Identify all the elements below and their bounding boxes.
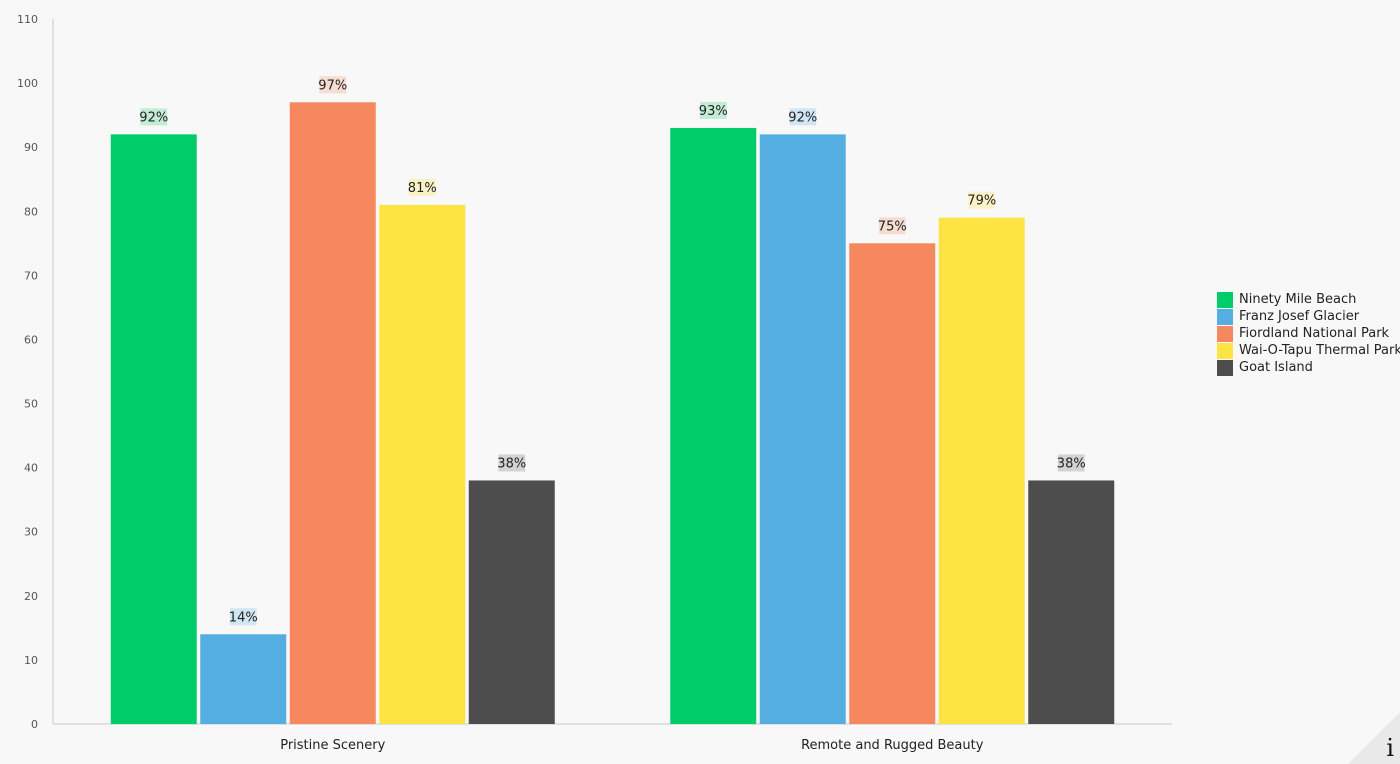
legend-swatch	[1217, 325, 1233, 342]
y-tick-label: 20	[24, 590, 38, 603]
y-tick-label: 30	[24, 526, 38, 539]
legend-label: Wai-O-Tapu Thermal Park	[1239, 343, 1400, 358]
y-tick-label: 40	[24, 462, 38, 475]
bar[interactable]	[200, 634, 287, 724]
data-label: 92%	[788, 110, 817, 125]
data-label: 79%	[967, 194, 996, 209]
bar[interactable]	[289, 102, 376, 725]
data-label-background	[319, 76, 347, 94]
legend-item[interactable]: Wai-O-Tapu Thermal Park	[1217, 342, 1400, 359]
y-tick-label: 10	[24, 654, 38, 667]
data-label: 92%	[139, 110, 168, 125]
bar[interactable]	[1028, 480, 1115, 724]
info-corner[interactable]: i	[1348, 712, 1400, 764]
data-label: 14%	[229, 610, 258, 625]
data-label: 38%	[1057, 456, 1086, 471]
data-label-background	[789, 108, 817, 126]
bar[interactable]	[468, 480, 555, 724]
y-tick-label: 70	[24, 269, 38, 282]
y-tick-label: 90	[24, 141, 38, 154]
data-label: 97%	[318, 78, 347, 93]
legend-item[interactable]: Fiordland National Park	[1217, 325, 1400, 342]
legend: Ninety Mile Beach Franz Josef Glacier Fior…	[1217, 291, 1400, 376]
bar[interactable]	[110, 134, 197, 724]
bar[interactable]	[670, 127, 757, 725]
bar[interactable]	[938, 217, 1025, 724]
y-tick-label: 0	[31, 718, 38, 731]
legend-item[interactable]: Ninety Mile Beach	[1217, 291, 1400, 308]
bar[interactable]	[759, 134, 846, 724]
data-label: 38%	[497, 456, 526, 471]
y-tick-label: 100	[17, 77, 38, 90]
data-label-background	[968, 191, 996, 209]
y-tick-label: 50	[24, 398, 38, 411]
data-label-background	[1057, 454, 1085, 472]
legend-swatch	[1217, 308, 1233, 325]
data-label-background	[498, 454, 526, 472]
data-label-background	[699, 101, 727, 119]
legend-swatch	[1217, 359, 1233, 376]
x-category-label: Remote and Rugged Beauty	[801, 738, 984, 753]
bar[interactable]	[849, 243, 936, 724]
legend-label: Goat Island	[1239, 360, 1313, 375]
legend-swatch	[1217, 342, 1233, 359]
legend-label: Fiordland National Park	[1239, 326, 1390, 341]
data-label: 81%	[408, 181, 437, 196]
data-label-background	[229, 608, 257, 626]
y-tick-label: 80	[24, 205, 38, 218]
data-label-background	[408, 178, 436, 196]
legend-swatch	[1217, 291, 1233, 308]
legend-label: Ninety Mile Beach	[1239, 292, 1357, 307]
data-label-background	[140, 108, 168, 126]
legend-label: Franz Josef Glacier	[1239, 309, 1360, 324]
y-tick-label: 110	[17, 13, 38, 26]
bar[interactable]	[379, 204, 466, 724]
legend-item[interactable]: Goat Island	[1217, 359, 1400, 376]
legend-item[interactable]: Franz Josef Glacier	[1217, 308, 1400, 325]
data-label-background	[878, 217, 906, 235]
info-icon[interactable]: i	[1386, 734, 1394, 762]
data-label: 93%	[699, 104, 728, 119]
data-label: 75%	[878, 219, 907, 234]
x-category-label: Pristine Scenery	[280, 738, 385, 753]
y-tick-label: 60	[24, 333, 38, 346]
